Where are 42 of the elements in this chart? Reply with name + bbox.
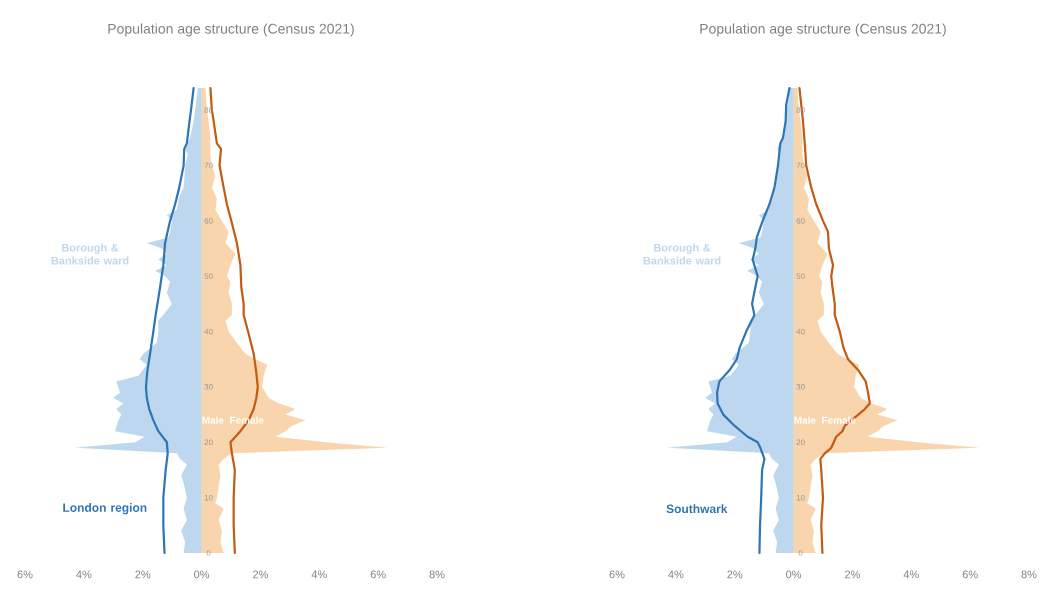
- y-tick-label: 60: [204, 218, 213, 224]
- series-label: Borough & Bankside ward: [51, 243, 129, 265]
- x-tick-label: 6%: [370, 570, 386, 579]
- annotation: Male: [794, 416, 816, 424]
- y-tick-label: 70: [796, 162, 805, 169]
- y-tick-label: 0: [206, 550, 211, 556]
- x-tick-label: 0%: [786, 570, 802, 579]
- annotation: Male: [202, 416, 224, 424]
- y-tick-label: 30: [204, 384, 213, 390]
- series-label: Borough & Bankside ward: [643, 243, 721, 265]
- x-tick-label: 4%: [903, 570, 919, 579]
- y-tick-label: 10: [796, 494, 805, 501]
- x-tick-label: 4%: [311, 570, 327, 579]
- y-tick-label: 80: [204, 107, 213, 113]
- y-tick-label: 20: [796, 439, 805, 446]
- x-tick-label: 4%: [668, 570, 684, 579]
- x-tick-label: 2%: [845, 570, 860, 579]
- x-tick-label: 2%: [727, 570, 743, 579]
- x-tick-label: 4%: [76, 570, 92, 579]
- chart-title: Population age structure (Census 2021): [108, 23, 354, 37]
- y-tick-label: 80: [796, 107, 805, 113]
- x-tick-label: 6%: [962, 570, 978, 579]
- y-tick-label: 20: [204, 439, 213, 446]
- series-label: London region: [63, 503, 147, 515]
- x-tick-label: 2%: [253, 570, 268, 579]
- text: Southwark: [666, 504, 728, 514]
- y-tick-label: 0: [798, 550, 803, 556]
- y-tick-label: 50: [204, 273, 213, 280]
- y-tick-label: 70: [204, 162, 213, 169]
- chart-title: Population age structure (Census 2021): [700, 23, 946, 37]
- y-tick-label: 40: [796, 328, 805, 335]
- y-tick-label: 10: [204, 494, 213, 501]
- y-tick-label: 40: [204, 328, 213, 335]
- x-tick-label: 6%: [609, 570, 625, 579]
- y-tick-label: 60: [796, 218, 805, 224]
- y-tick-label: 30: [796, 384, 805, 390]
- x-tick-label: 0%: [194, 570, 210, 579]
- x-tick-label: 8%: [429, 570, 445, 579]
- x-tick-label: 2%: [135, 570, 151, 579]
- x-tick-label: 6%: [17, 570, 33, 579]
- x-tick-label: 8%: [1021, 570, 1037, 579]
- y-tick-label: 50: [796, 273, 805, 280]
